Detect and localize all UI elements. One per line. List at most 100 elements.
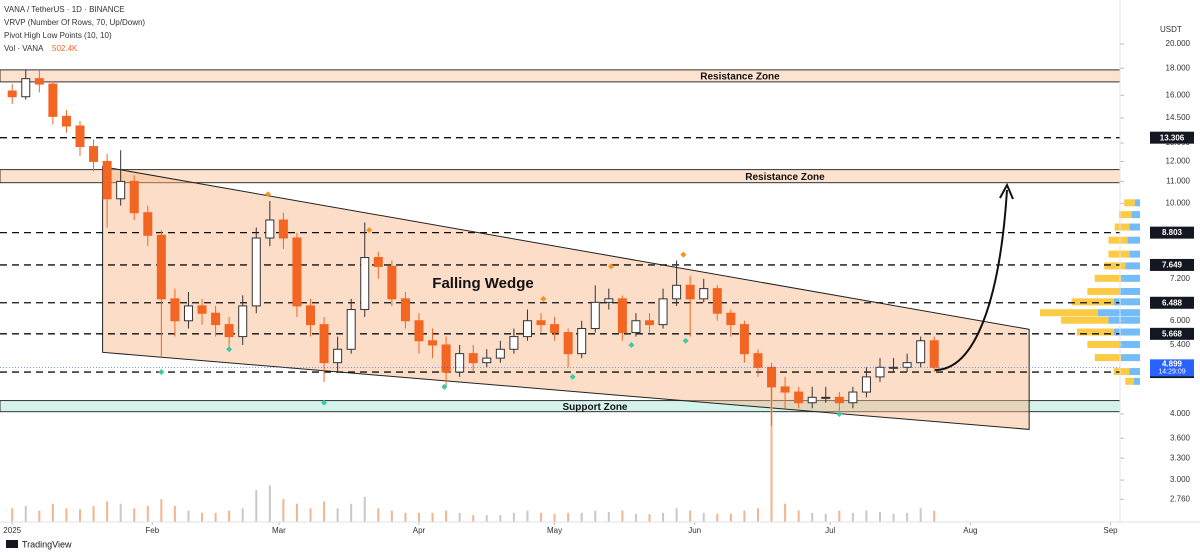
profile-down xyxy=(1104,262,1126,270)
profile-up xyxy=(1127,236,1140,244)
pivot-marker xyxy=(608,263,615,270)
countdown: 14:29:09 xyxy=(1158,369,1185,376)
x-tick-label: 2025 xyxy=(3,526,21,535)
candle-body xyxy=(875,366,885,378)
candle-body xyxy=(699,288,709,300)
candle-body xyxy=(550,324,560,334)
candle-body xyxy=(319,324,329,364)
volume-bar xyxy=(390,510,393,522)
volume-bar xyxy=(580,512,583,522)
profile-down xyxy=(1108,236,1128,244)
volume-bar xyxy=(662,512,665,522)
pivot-marker xyxy=(366,227,373,234)
pivot-marker xyxy=(158,369,165,376)
level-badge xyxy=(1150,226,1194,239)
candle-body xyxy=(387,265,397,300)
candle-body xyxy=(753,353,763,368)
profile-up xyxy=(1121,354,1140,362)
candle-body xyxy=(75,125,85,148)
profile-up xyxy=(1113,298,1140,306)
candle-body xyxy=(116,180,126,200)
candle-body xyxy=(794,391,804,404)
y-tick-label: 20.000 xyxy=(1166,39,1191,48)
candle-body xyxy=(61,115,71,127)
x-tick-label: Aug xyxy=(963,526,977,535)
volume-bar xyxy=(756,508,759,522)
profile-up xyxy=(1118,287,1140,295)
volume-bar xyxy=(838,510,841,522)
candle-body xyxy=(509,336,519,350)
profile-up xyxy=(1133,377,1140,385)
last-price-label: 4.899 xyxy=(1162,359,1183,368)
volume-bar xyxy=(906,512,909,522)
volume-bar xyxy=(485,515,488,522)
volume-bar xyxy=(797,510,800,522)
candle-body xyxy=(495,348,505,359)
level-label: 7.649 xyxy=(1162,261,1183,270)
candle-body xyxy=(631,320,641,334)
level-label: 8.803 xyxy=(1162,228,1183,237)
brand-logo xyxy=(6,540,18,548)
candle-body xyxy=(238,305,248,338)
candle-body xyxy=(455,353,465,373)
zone-label: Resistance Zone xyxy=(700,72,780,83)
candle-body xyxy=(7,90,17,98)
candle-body xyxy=(834,396,844,404)
volume-bar xyxy=(417,512,420,522)
profile-up xyxy=(1131,211,1140,219)
candle-body xyxy=(89,146,99,162)
y-tick-label: 16.000 xyxy=(1166,90,1191,99)
profile-up xyxy=(1118,340,1140,348)
pivot-marker xyxy=(569,373,576,380)
indicator-label: VRVP (Number Of Rows, 70, Up/Down) xyxy=(4,18,145,27)
profile-down xyxy=(1113,368,1130,376)
pivot-marker xyxy=(682,337,689,344)
wedge xyxy=(102,166,1030,430)
profile-up xyxy=(1121,274,1140,282)
level-badge xyxy=(1150,258,1194,271)
volume-bar xyxy=(702,512,705,522)
candle-body xyxy=(712,288,722,314)
candle-body xyxy=(21,78,31,98)
pivot-marker xyxy=(226,346,233,353)
volume-bar xyxy=(689,510,692,522)
volume-bar xyxy=(811,512,814,522)
volume-bar xyxy=(879,511,881,522)
x-tick-label: Jun xyxy=(688,526,701,535)
volume-bar xyxy=(241,508,244,522)
volume-bar xyxy=(350,503,353,522)
volume-bar xyxy=(784,503,787,522)
pivot-marker xyxy=(836,410,843,417)
candle-body xyxy=(428,340,438,346)
candle-body xyxy=(821,396,831,399)
pivot-marker xyxy=(628,341,635,348)
y-tick-label: 4.000 xyxy=(1170,409,1191,418)
profile-down xyxy=(1076,328,1114,336)
profile-up xyxy=(1108,316,1140,324)
profile-up xyxy=(1113,328,1140,336)
candle-body xyxy=(807,396,817,404)
profile-up xyxy=(1125,262,1140,270)
currency: USDT xyxy=(1160,25,1182,34)
candle-body xyxy=(102,160,112,200)
volume-bar xyxy=(187,510,190,522)
profile-up xyxy=(1129,223,1140,231)
level-label: 5.668 xyxy=(1162,329,1183,338)
pivot-marker xyxy=(321,399,328,406)
candle-body xyxy=(889,366,899,369)
profile-up xyxy=(1134,199,1140,207)
y-tick-label: 6.000 xyxy=(1170,316,1191,325)
last-price-badge xyxy=(1150,359,1194,377)
arrow-head xyxy=(999,182,1014,200)
zone-label: Support Zone xyxy=(563,402,628,413)
candle-body xyxy=(360,257,370,311)
candle-body xyxy=(441,344,451,373)
candle-body xyxy=(211,312,221,326)
candle-body xyxy=(265,219,275,239)
breakout-arrow xyxy=(934,189,1008,371)
indicator-label: Pivot High Low Points (10, 10) xyxy=(4,31,112,40)
x-tick-label: Jul xyxy=(825,526,835,535)
volume-bar xyxy=(607,511,610,522)
